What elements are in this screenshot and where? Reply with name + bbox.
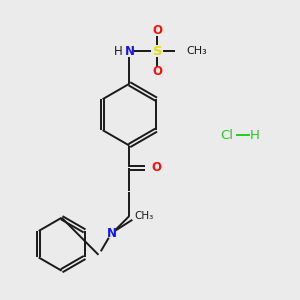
Text: N: N [125,45,135,58]
Text: H: H [114,45,123,58]
Text: CH₃: CH₃ [135,211,154,221]
Text: O: O [152,65,162,79]
Text: H: H [250,129,260,142]
Text: N: N [107,227,117,240]
Text: S: S [152,45,162,58]
Text: Cl: Cl [220,129,233,142]
Text: O: O [151,161,161,174]
Text: CH₃: CH₃ [187,46,208,56]
Text: O: O [152,24,162,37]
